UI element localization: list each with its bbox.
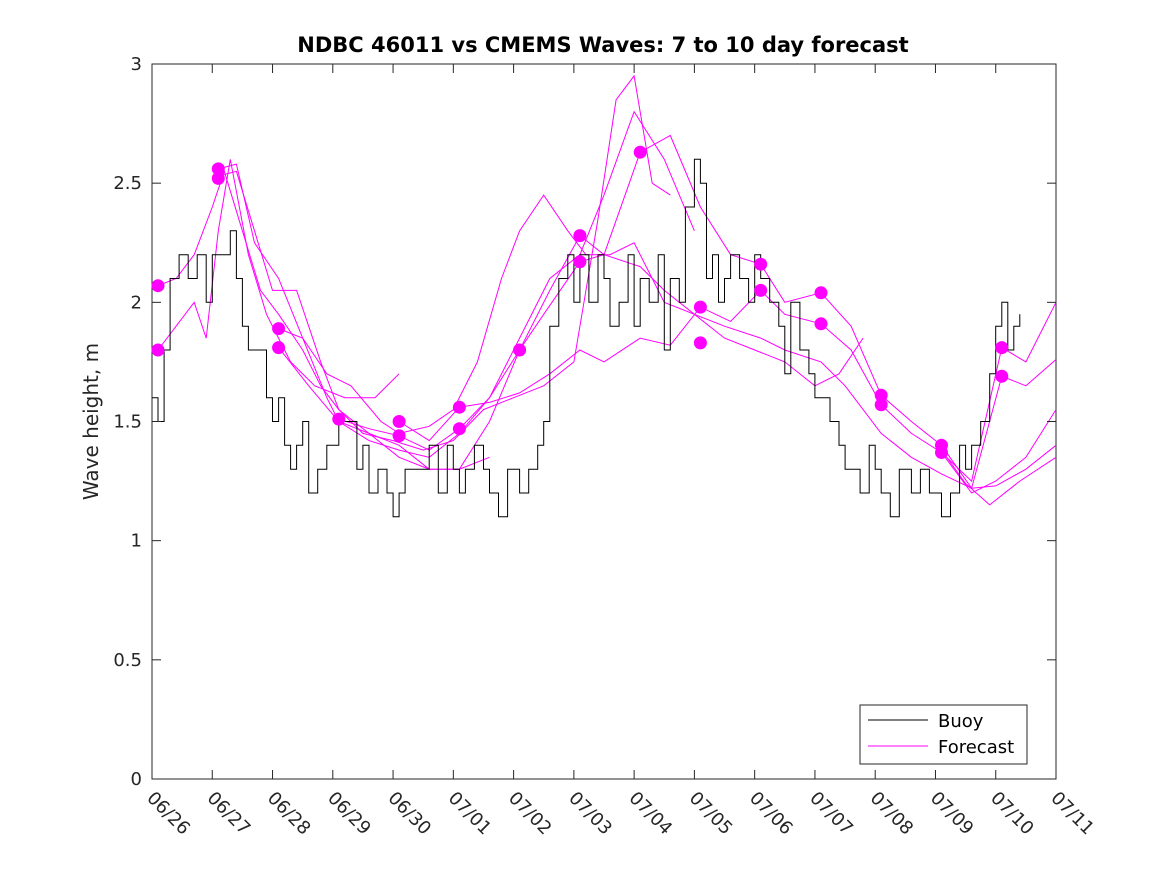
forecast-line-7	[398, 289, 1057, 483]
legend: Buoy Forecast	[859, 704, 1028, 765]
forecast-marker-13	[573, 255, 587, 269]
forecast-marker-25	[995, 341, 1009, 355]
y-tick-label-1: 0.5	[113, 650, 142, 671]
forecast-marker-2	[211, 162, 225, 176]
forecast-marker-20	[814, 317, 828, 331]
forecast-marker-17	[754, 257, 768, 271]
forecast-marker-14	[633, 145, 647, 159]
forecast-marker-7	[392, 415, 406, 428]
forecast-line-4	[278, 194, 864, 434]
y-tick-label-4: 2	[131, 292, 142, 313]
y-axis-label: Wave height, m	[79, 343, 103, 500]
forecast-line-1	[157, 169, 490, 470]
forecast-marker-1	[151, 343, 165, 357]
forecast-marker-3	[211, 171, 225, 185]
forecast-marker-6	[332, 412, 346, 426]
y-tick-label-5: 2.5	[113, 173, 142, 194]
forecast-marker-9	[452, 400, 466, 414]
y-tick-label-0: 0	[131, 769, 142, 790]
y-tick-label-3: 1.5	[113, 412, 142, 433]
buoy-line	[152, 158, 1021, 518]
forecast-marker-21	[874, 388, 888, 402]
forecast-marker-4	[272, 322, 286, 336]
forecast-line-9	[941, 449, 1057, 506]
y-tick-label-2: 1	[131, 531, 142, 552]
forecast-marker-8	[392, 429, 406, 443]
marker-layer	[151, 145, 1009, 459]
forecast-line-0	[157, 159, 400, 399]
forecast-marker-18	[754, 283, 768, 297]
legend-entry-buoy: Buoy	[938, 711, 984, 732]
forecast-marker-10	[452, 422, 466, 436]
forecast-marker-22	[874, 398, 888, 412]
forecast-marker-0	[151, 279, 165, 293]
forecast-marker-16	[693, 336, 707, 350]
y-tick-label-6: 3	[131, 54, 142, 75]
forecast-marker-15	[693, 300, 707, 314]
forecast-marker-11	[513, 343, 527, 357]
axes-box	[151, 63, 1057, 780]
forecast-marker-5	[272, 341, 286, 355]
chart-title: NDBC 46011 vs CMEMS Waves: 7 to 10 day f…	[297, 33, 908, 57]
forecast-marker-24	[935, 446, 948, 459]
forecast-line-8	[941, 409, 1057, 494]
forecast-marker-26	[995, 369, 1009, 383]
forecast-marker-19	[814, 286, 828, 300]
legend-entry-forecast: Forecast	[938, 737, 1014, 758]
forecast-marker-12	[573, 229, 587, 243]
legend-box	[859, 704, 1028, 765]
